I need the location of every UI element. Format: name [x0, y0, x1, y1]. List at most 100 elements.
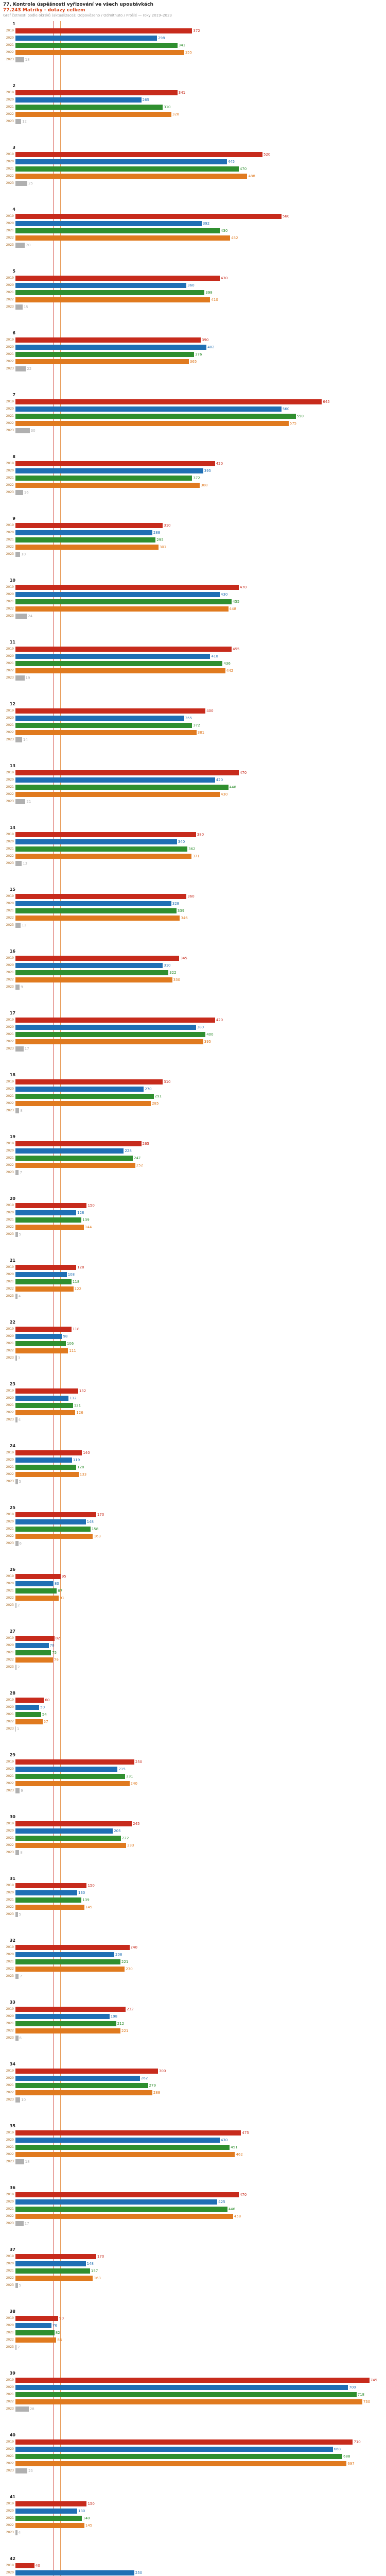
row-label: 2021 — [6, 1403, 14, 1407]
bar-row: 2023 9 — [1, 984, 386, 991]
group-label: 8 — [12, 454, 15, 459]
row-label: 2023 — [6, 490, 14, 494]
bar-value-label: 228 — [125, 1149, 132, 1154]
bar — [15, 2199, 218, 2205]
row-label: 2023 — [6, 367, 14, 370]
bar-row: 2021 279 — [1, 2082, 386, 2089]
bar-track: 17 — [15, 2221, 386, 2227]
bar — [15, 214, 282, 219]
bar-track: 322 — [15, 970, 386, 976]
group-label: 40 — [9, 2433, 15, 2437]
row-label: 2022 — [6, 1658, 14, 1662]
bar-row: 2021 158 — [1, 1526, 386, 1533]
bar-row: 2019 710 — [1, 2438, 386, 2446]
bar-track: 10 — [15, 2097, 386, 2103]
bar-value-label: 208 — [115, 1953, 122, 1957]
bar — [15, 1286, 74, 1292]
bar-chart: 1 2019 372 2020 298 2021 341 2022 355 20… — [0, 21, 386, 2576]
bar-track: 108 — [15, 1272, 386, 1278]
bar-track: 7 — [15, 1974, 386, 1979]
bar-row: 2019 745 — [1, 2377, 386, 2384]
bar-track: 25 — [15, 2468, 386, 2474]
bar-group: 22 2019 118 2020 98 2021 106 2022 111 20… — [1, 1319, 386, 1362]
bar — [15, 2454, 343, 2460]
row-label: 2022 — [6, 1905, 14, 1909]
bar-track: 16 — [15, 490, 386, 496]
bar-track: 300 — [15, 2069, 386, 2074]
bar — [15, 1581, 54, 1587]
group-rows: 2019 170 2020 148 2021 158 2022 163 2023… — [1, 1511, 386, 1547]
bar-value-label: 470 — [239, 771, 247, 775]
bar — [15, 1850, 20, 1856]
bar-value-label: 298 — [158, 36, 165, 41]
bar — [15, 2207, 227, 2212]
bar-value-label: 118 — [72, 1327, 80, 1332]
bar-value-label: 122 — [74, 1287, 81, 1292]
bar-value-label: 80 — [54, 1582, 59, 1586]
bar-row: 2023 21 — [1, 798, 386, 805]
bar-track: 98 — [15, 1334, 386, 1340]
bar-track: 25 — [15, 181, 386, 187]
bar-row: 2023 13 — [1, 860, 386, 867]
bar-track: 247 — [15, 1156, 386, 1161]
row-label: 2021 — [6, 2269, 14, 2273]
bar-value-label: 111 — [69, 1349, 76, 1353]
row-label: 2023 — [6, 985, 14, 989]
group-label: 38 — [9, 2309, 15, 2314]
bar-value-label: 448 — [229, 607, 236, 612]
bar-row: 2023 17 — [1, 1045, 386, 1053]
bar-track: 697 — [15, 2461, 386, 2467]
bar-track: 328 — [15, 901, 386, 907]
bar — [15, 476, 192, 481]
bar-row: 2023 25 — [1, 2467, 386, 2475]
bar — [15, 1450, 82, 1456]
bar-row: 2021 139 — [1, 1216, 386, 1224]
bar — [15, 2021, 116, 2027]
chart-note: Graf četností podle okrsků (aktualizace)… — [3, 13, 172, 18]
group-rows: 2019 82 2020 70 2021 75 2022 79 2023 2 — [1, 1635, 386, 1671]
bar-track: 448 — [15, 606, 386, 612]
bar-track: 106 — [15, 1341, 386, 1347]
bar-track: 6 — [15, 1541, 386, 1547]
bar-track: 10 — [15, 552, 386, 557]
bar-row: 2019 132 — [1, 1387, 386, 1395]
bar-track: 5 — [15, 2283, 386, 2289]
bar — [15, 1279, 72, 1285]
row-label: 2022 — [6, 421, 14, 425]
bar — [15, 352, 195, 358]
group-label: 35 — [9, 2124, 15, 2128]
bar-value-label: 400 — [206, 1032, 214, 1037]
bar-row: 2021 82 — [1, 2329, 386, 2336]
bar-row: 2021 157 — [1, 2267, 386, 2275]
row-label: 2019 — [6, 214, 14, 218]
bar-value-label: 247 — [134, 1156, 141, 1161]
group-rows: 2019 150 2020 128 2021 139 2022 144 2023… — [1, 1202, 386, 1238]
bar — [15, 2323, 52, 2329]
bar — [15, 1712, 41, 1718]
bar-track: 560 — [15, 406, 386, 412]
bar-value-label: 452 — [231, 236, 238, 241]
bar — [15, 2261, 86, 2267]
bar-row: 2019 90 — [1, 2315, 386, 2322]
bar-value-label: 455 — [233, 647, 240, 652]
group-rows: 2019 475 2020 430 2021 451 2022 462 2023… — [1, 2129, 386, 2165]
bar — [15, 105, 163, 110]
bar-row: 2022 288 — [1, 2089, 386, 2096]
bar — [15, 166, 239, 172]
bar-row: 2019 128 — [1, 1264, 386, 1271]
row-label: 2022 — [6, 1472, 14, 1476]
bar — [15, 50, 184, 56]
bar-track: 288 — [15, 530, 386, 536]
bar-value-label: 240 — [130, 1945, 137, 1950]
row-label: 2023 — [6, 305, 14, 309]
bar-value-label: 730 — [363, 2400, 371, 2404]
bar-track: 4 — [15, 1294, 386, 1299]
bar-track: 132 — [15, 1388, 386, 1394]
bar — [15, 490, 23, 496]
bar-row: 2023 9 — [1, 1787, 386, 1794]
bar-track: 340 — [15, 839, 386, 845]
bar — [15, 552, 21, 557]
group-label: 13 — [9, 764, 15, 768]
group-label: 10 — [9, 578, 15, 583]
group-rows: 2019 341 2020 265 2021 310 2022 328 2023… — [1, 89, 386, 125]
